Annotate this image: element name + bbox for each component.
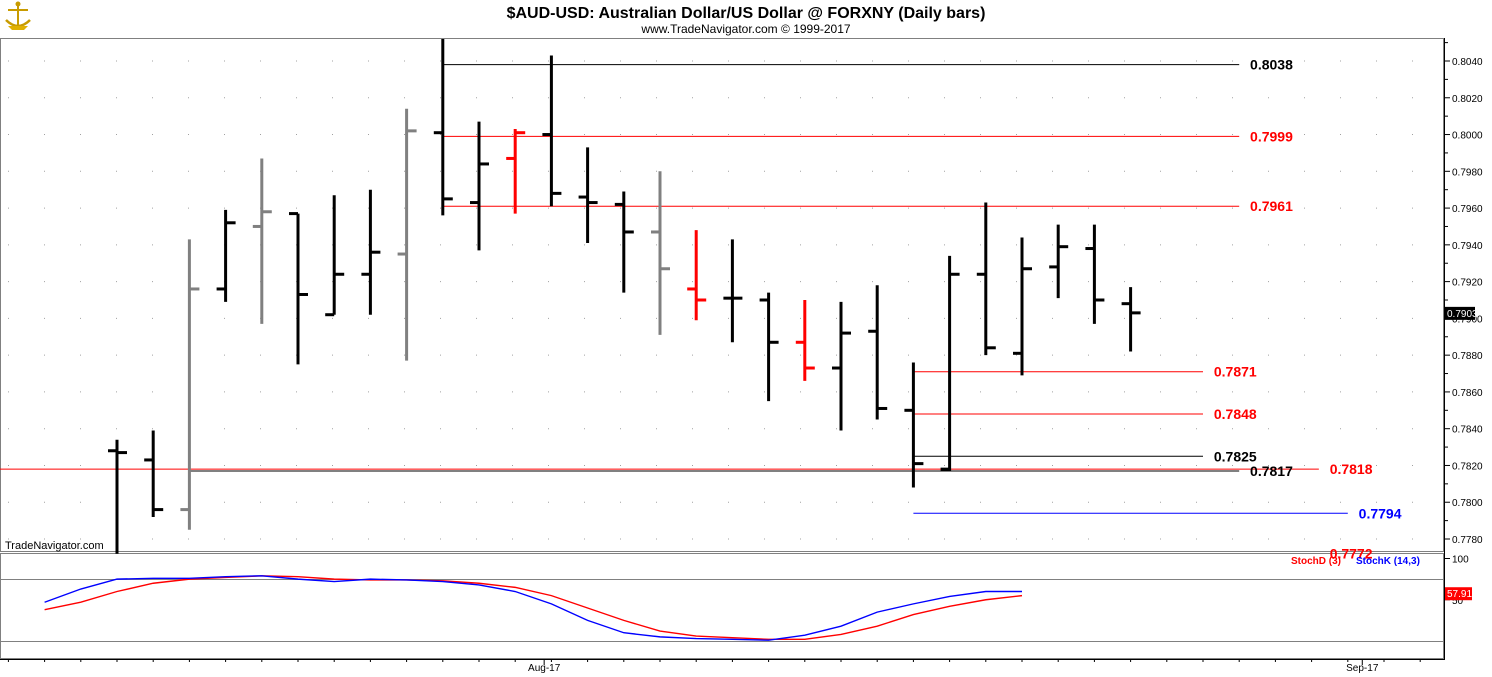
y-tick-label: 0.7820 [1452,461,1483,472]
ohlc-bar [578,147,598,244]
ohlc-bar [433,38,453,216]
ohlc-bar [1049,224,1069,299]
ohlc-bar [795,300,815,381]
ohlc-bar [904,362,924,488]
level-label: 0.7772 [1330,546,1373,562]
ohlc-bar [940,255,960,471]
stoch-line-k [44,575,1022,641]
last-price-box [1445,306,1475,320]
ohlc-bar [252,158,272,324]
x-tick-label: Aug-17 [528,663,561,674]
ohlc-bar [1013,237,1032,376]
price-bars [108,38,1141,554]
ohlc-bar [470,121,489,251]
level-lines: 0.80380.79990.79610.78710.78480.78250.78… [0,57,1402,562]
y-tick-label: 0.8000 [1452,131,1483,142]
price-y-axis: 0.8040 0.8020 0.8000 0.7980 0.7960 0.7940 0.79… [1444,42,1483,546]
chart-subtitle: www.TradeNavigator.com © 1999-2017 [640,22,850,36]
y-tick-label: 0.7880 [1452,351,1483,362]
y-tick-label: 0.7780 [1452,535,1483,546]
stoch-line-d [44,575,1023,641]
ohlc-bar [723,239,743,343]
y-tick-label: 0.8020 [1452,94,1483,105]
ohlc-bar [687,230,707,321]
y-tick-label: 0.7840 [1452,425,1483,436]
chart-title: $AUD-USD: Australian Dollar/US Dollar @ … [507,5,986,22]
ohlc-bar [361,189,381,315]
ohlc-bar [397,108,417,361]
chart-header: $AUD-USD: Australian Dollar/US Dollar @ … [5,1,986,36]
ohlc-bar [1121,287,1141,352]
ohlc-bar [614,191,634,293]
ohlc-bar [180,239,200,530]
level-label: 0.7825 [1214,448,1257,464]
y-tick-label: 0.7920 [1452,278,1483,289]
ohlc-bar [289,212,308,365]
ohlc-bar [759,292,779,402]
ohlc-bar [506,129,526,214]
level-label: 0.7818 [1330,461,1373,477]
legend-stochk: StochK (14,3) [1356,556,1420,567]
date-axis: Aug-17 Sep-17 [7,659,1421,674]
watermark: TradeNavigator.com [5,540,104,552]
ohlc-bar [325,195,345,317]
y-tick-label: 0.7980 [1452,167,1483,178]
level-label: 0.7848 [1214,406,1257,422]
y-tick-label: 0.7960 [1452,204,1483,215]
y-tick-label: 0.8040 [1452,57,1483,68]
x-tick-label: Sep-17 [1346,663,1379,674]
grid [8,60,1442,540]
level-label: 0.7961 [1250,198,1293,214]
stoch-last-box [1445,587,1472,601]
ship-anchor-icon [5,1,31,30]
ohlc-bar [108,439,127,554]
ohlc-bar [976,202,996,356]
ohlc-bar [651,171,670,335]
level-label: 0.7794 [1359,505,1402,521]
stoch-last-label: 57.91 [1447,589,1472,600]
ohlc-bar [832,301,851,431]
price-panel-frame [0,38,1444,552]
y-tick-label: 0.7940 [1452,241,1483,252]
ohlc-bar [542,55,562,207]
level-label: 0.7999 [1250,128,1293,144]
stoch-y-label: 100 [1452,555,1469,566]
y-tick-label: 0.7860 [1452,388,1483,399]
ohlc-bar [1085,224,1105,324]
legend-stochd: StochD (3) [1291,556,1341,567]
y-tick-label: 0.7800 [1452,498,1483,509]
ohlc-bar [868,285,888,420]
level-label: 0.7871 [1214,364,1257,380]
stoch-panel-frame [0,553,1444,659]
ohlc-bar [144,430,164,517]
last-price-label: 0.7903 [1447,309,1478,320]
ohlc-bar [216,209,236,302]
level-label: 0.7817 [1250,463,1293,479]
y-tick-label: 0.7900 [1452,314,1483,325]
level-label: 0.8038 [1250,57,1293,73]
stoch-y-label: 50 [1452,596,1464,607]
